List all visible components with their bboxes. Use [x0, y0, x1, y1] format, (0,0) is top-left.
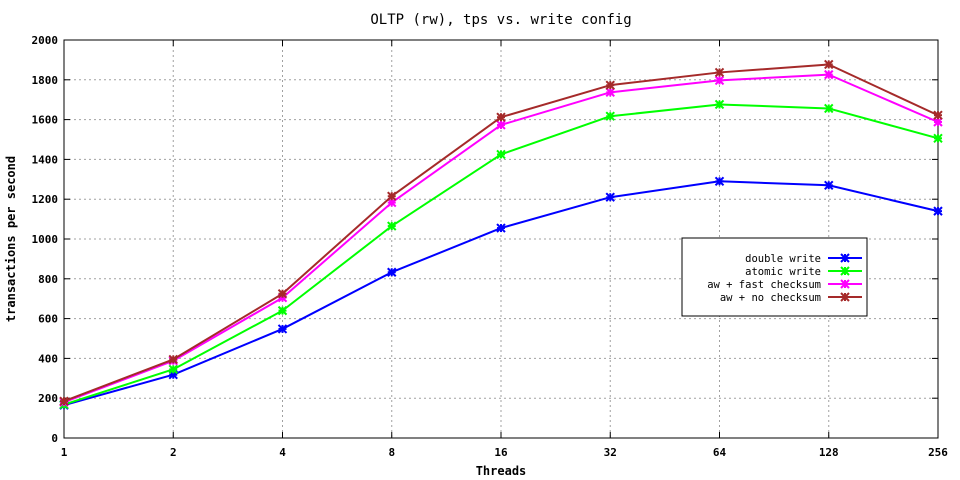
- y-tick-label: 600: [38, 313, 58, 326]
- data-point: [933, 133, 943, 144]
- data-point: [933, 110, 943, 120]
- data-point: [605, 111, 615, 121]
- data-point: [277, 324, 288, 334]
- legend-marker: [840, 279, 850, 289]
- data-point: [605, 87, 615, 98]
- y-axis-label: transactions per second: [4, 156, 18, 322]
- data-point: [714, 176, 725, 186]
- data-point: [824, 59, 834, 70]
- x-axis-label: Threads: [476, 464, 527, 478]
- y-tick-label: 800: [38, 273, 58, 286]
- y-tick-label: 1800: [32, 74, 59, 87]
- x-tick-label: 256: [928, 446, 948, 459]
- data-point: [496, 223, 506, 233]
- data-point: [168, 364, 178, 375]
- data-point: [824, 103, 834, 114]
- legend-label: aw + no checksum: [720, 292, 821, 304]
- chart-title: OLTP (rw), tps vs. write config: [370, 12, 631, 28]
- y-tick-label: 1400: [32, 153, 59, 166]
- y-tick-label: 2000: [32, 34, 59, 47]
- data-point: [387, 191, 397, 201]
- legend-label: double write: [745, 253, 821, 265]
- y-tick-label: 1600: [32, 114, 59, 127]
- x-tick-label: 16: [494, 446, 508, 459]
- data-point: [59, 396, 69, 406]
- x-tick-label: 2: [170, 446, 177, 459]
- data-point: [714, 67, 725, 78]
- y-tick-label: 1200: [32, 193, 59, 206]
- data-point: [824, 69, 834, 80]
- data-point: [387, 221, 397, 231]
- x-tick-label: 8: [388, 446, 395, 459]
- data-point: [824, 180, 834, 190]
- data-point: [277, 305, 288, 316]
- x-tick-label: 4: [279, 446, 286, 459]
- x-tick-label: 32: [604, 446, 617, 459]
- y-tick-label: 0: [51, 432, 58, 445]
- data-point: [714, 75, 725, 86]
- series-lines: [59, 59, 943, 410]
- x-tick-label: 64: [713, 446, 727, 459]
- data-point: [605, 192, 615, 202]
- legend-marker: [840, 253, 850, 263]
- data-point: [714, 99, 725, 110]
- data-point: [605, 80, 615, 90]
- data-point: [933, 117, 943, 127]
- legend-label: atomic write: [745, 266, 821, 278]
- y-tick-label: 200: [38, 392, 58, 405]
- x-tick-label: 1: [61, 446, 68, 459]
- data-point: [168, 354, 178, 365]
- data-point: [387, 267, 397, 277]
- legend-marker: [840, 266, 850, 276]
- data-point: [496, 112, 506, 122]
- y-tick-label: 400: [38, 352, 58, 365]
- legend-box: [681, 237, 868, 317]
- series-aw-no-checksum: [59, 59, 943, 406]
- axis-ticks: 0 200 400 600 800 1000 1200 1400 1600 1800 2000 1 2 4…: [32, 34, 949, 459]
- data-point: [277, 289, 288, 299]
- data-point: [496, 120, 506, 130]
- series-atomic-write: [59, 99, 943, 410]
- x-tick-label: 128: [819, 446, 839, 459]
- data-point: [933, 206, 943, 216]
- y-tick-label: 1000: [32, 233, 59, 246]
- legend-label: aw + fast checksum: [707, 279, 821, 291]
- data-point: [496, 149, 506, 160]
- legend-marker: [840, 292, 850, 302]
